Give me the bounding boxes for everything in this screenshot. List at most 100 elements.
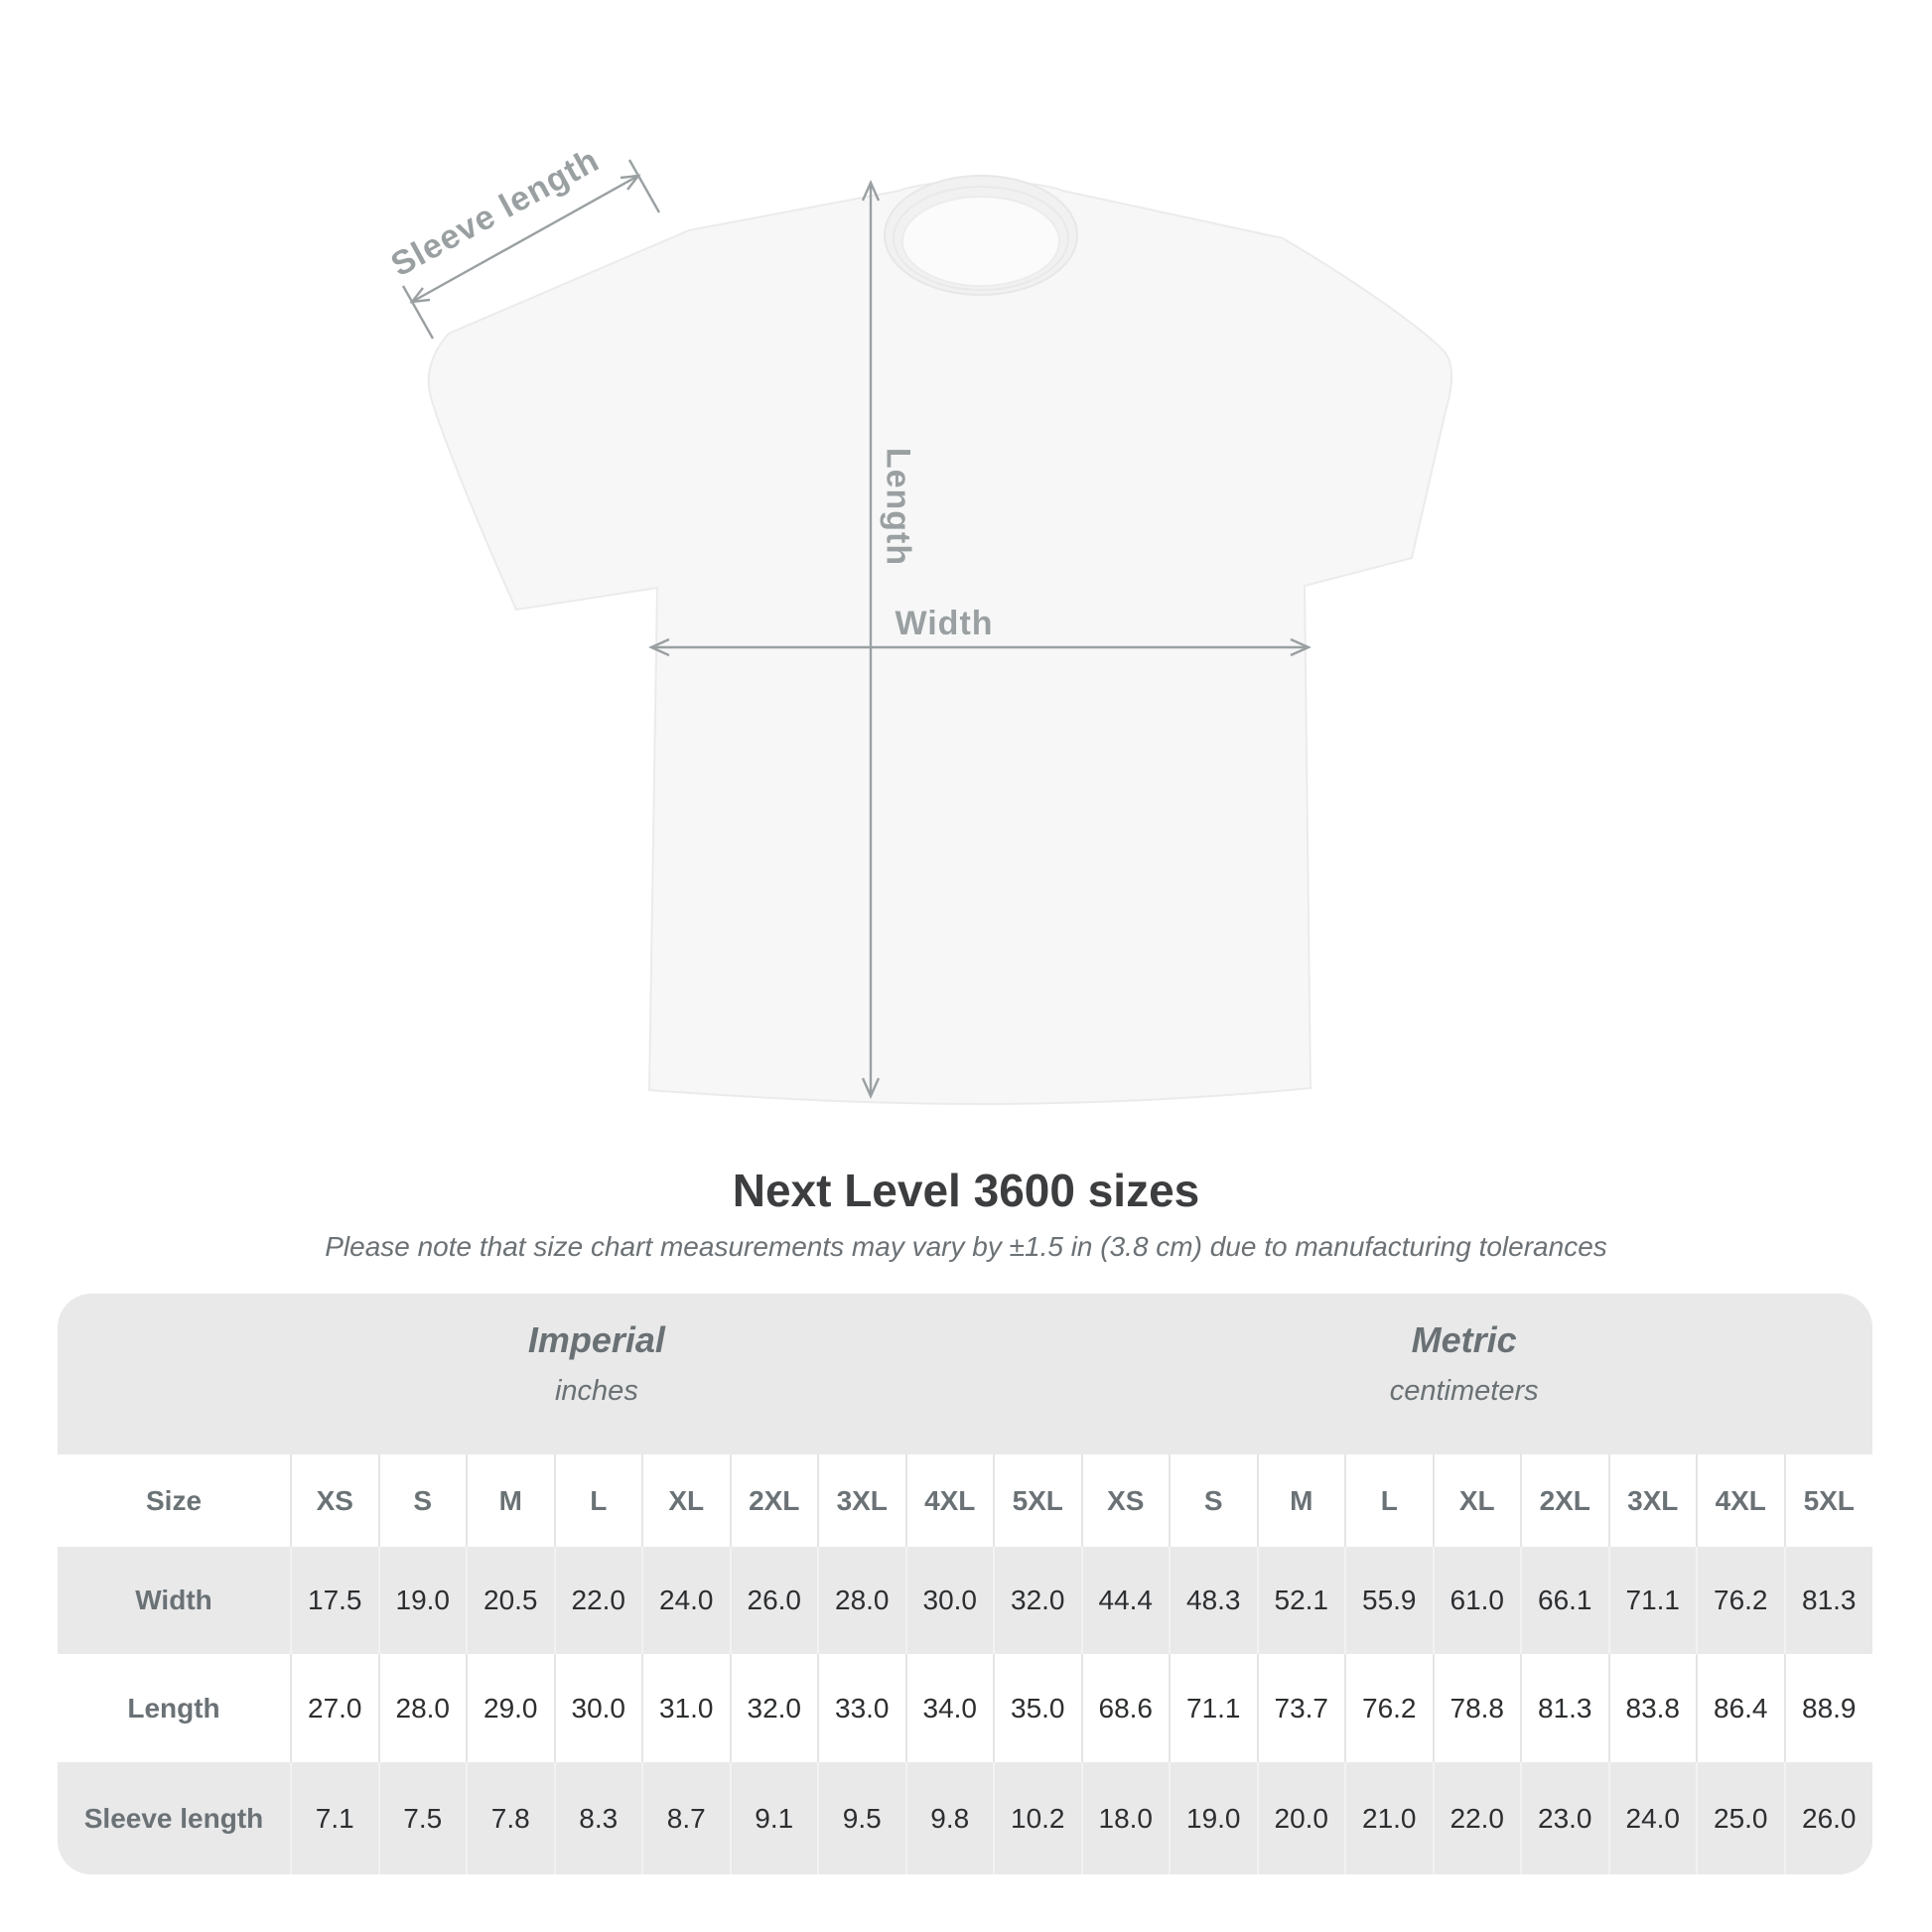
sleeve-3xl-cm: 24.0 — [1607, 1762, 1697, 1874]
sleeve-2xl-cm: 23.0 — [1520, 1762, 1609, 1874]
imperial-unit-label: inches — [554, 1375, 638, 1407]
length-xs-in: 27.0 — [290, 1654, 379, 1762]
width-xl-cm: 61.0 — [1432, 1547, 1521, 1654]
length-arrow — [861, 180, 881, 1099]
size-m-metric: M — [1256, 1454, 1345, 1547]
width-label: Width — [895, 605, 994, 642]
size-3xl-metric: 3XL — [1607, 1454, 1697, 1547]
size-column-header: Size — [145, 1484, 203, 1516]
size-3xl-imperial: 3XL — [817, 1454, 906, 1547]
width-4xl-in: 30.0 — [904, 1547, 994, 1654]
sleeve-xs-in: 7.1 — [290, 1762, 379, 1874]
sleeve-m-cm: 20.0 — [1256, 1762, 1345, 1874]
collar-band-seam — [893, 186, 1069, 291]
length-2xl-cm: 81.3 — [1520, 1654, 1609, 1762]
size-4xl-imperial: 4XL — [904, 1454, 994, 1547]
sleeve-length-row: Sleeve length 7.1 7.5 7.8 8.3 8.7 9.1 9.… — [58, 1762, 1872, 1874]
size-table-card: Imperial inches Metric centimeters Size … — [58, 1294, 1872, 1874]
length-4xl-in: 34.0 — [904, 1654, 994, 1762]
sleeve-m-in: 7.8 — [466, 1762, 555, 1874]
size-2xl-imperial: 2XL — [729, 1454, 818, 1547]
page-title: Next Level 3600 sizes — [732, 1165, 1200, 1216]
tolerance-note: Please note that size chart measurements… — [325, 1231, 1607, 1262]
sleeve-length-arrow — [401, 159, 661, 340]
length-s-in: 28.0 — [377, 1654, 467, 1762]
width-xs-cm: 44.4 — [1080, 1547, 1170, 1654]
size-xs-imperial: XS — [290, 1454, 379, 1547]
size-m-imperial: M — [466, 1454, 555, 1547]
width-l-cm: 55.9 — [1344, 1547, 1434, 1654]
width-row-label: Width — [135, 1585, 212, 1615]
length-l-in: 30.0 — [553, 1654, 642, 1762]
sleeve-xl-in: 8.7 — [641, 1762, 731, 1874]
sleeve-4xl-cm: 25.0 — [1696, 1762, 1785, 1874]
length-5xl-cm: 88.9 — [1783, 1654, 1872, 1762]
width-3xl-cm: 71.1 — [1607, 1547, 1697, 1654]
size-l-metric: L — [1344, 1454, 1434, 1547]
length-3xl-in: 33.0 — [817, 1654, 906, 1762]
size-2xl-metric: 2XL — [1520, 1454, 1609, 1547]
metric-unit-label: centimeters — [1389, 1375, 1539, 1407]
width-row: Width 17.5 19.0 20.5 22.0 24.0 26.0 28.0… — [58, 1547, 1872, 1654]
size-5xl-metric: 5XL — [1783, 1454, 1872, 1547]
length-m-cm: 73.7 — [1256, 1654, 1345, 1762]
width-xl-in: 24.0 — [641, 1547, 731, 1654]
width-arrow — [648, 637, 1311, 657]
length-l-cm: 76.2 — [1344, 1654, 1434, 1762]
length-xl-cm: 78.8 — [1432, 1654, 1521, 1762]
sleeve-xs-cm: 18.0 — [1080, 1762, 1170, 1874]
length-4xl-cm: 86.4 — [1696, 1654, 1785, 1762]
length-3xl-cm: 83.8 — [1607, 1654, 1697, 1762]
width-5xl-in: 32.0 — [993, 1547, 1082, 1654]
width-xs-in: 17.5 — [290, 1547, 379, 1654]
size-s-imperial: S — [377, 1454, 467, 1547]
sleeve-3xl-in: 9.5 — [817, 1762, 906, 1874]
tshirt-body — [427, 180, 1452, 1106]
sleeve-l-cm: 21.0 — [1344, 1762, 1434, 1874]
length-5xl-in: 35.0 — [993, 1654, 1082, 1762]
length-xs-cm: 68.6 — [1080, 1654, 1170, 1762]
length-xl-in: 31.0 — [641, 1654, 731, 1762]
length-row: Length 27.0 28.0 29.0 30.0 31.0 32.0 33.… — [58, 1654, 1872, 1762]
width-5xl-cm: 81.3 — [1783, 1547, 1872, 1654]
unit-header: Imperial inches Metric centimeters — [58, 1294, 1872, 1454]
size-s-metric: S — [1169, 1454, 1258, 1547]
tshirt-illustration — [401, 159, 1452, 1106]
length-s-cm: 71.1 — [1169, 1654, 1258, 1762]
sleeve-row-label: Sleeve length — [83, 1802, 264, 1834]
size-5xl-imperial: 5XL — [993, 1454, 1082, 1547]
sleeve-2xl-in: 9.1 — [729, 1762, 818, 1874]
width-s-in: 19.0 — [377, 1547, 467, 1654]
size-xl-imperial: XL — [641, 1454, 731, 1547]
length-2xl-in: 32.0 — [729, 1654, 818, 1762]
size-table: Size XS S M L XL 2XL 3XL 4XL 5XL XS S M … — [58, 1454, 1872, 1874]
metric-unit-group: Metric centimeters — [1390, 1319, 1539, 1408]
width-m-in: 20.5 — [466, 1547, 555, 1654]
width-l-in: 22.0 — [553, 1547, 642, 1654]
width-4xl-cm: 76.2 — [1696, 1547, 1785, 1654]
width-2xl-in: 26.0 — [729, 1547, 818, 1654]
tshirt-size-diagram: Sleeve length Length Width — [385, 141, 1452, 1106]
collar-opening — [901, 196, 1060, 287]
length-label: Length — [879, 447, 917, 567]
size-xs-metric: XS — [1080, 1454, 1170, 1547]
sleeve-5xl-cm: 26.0 — [1783, 1762, 1872, 1874]
size-4xl-metric: 4XL — [1696, 1454, 1785, 1547]
size-l-imperial: L — [553, 1454, 642, 1547]
sleeve-5xl-in: 10.2 — [993, 1762, 1082, 1874]
sleeve-xl-cm: 22.0 — [1432, 1762, 1521, 1874]
length-row-label: Length — [127, 1692, 220, 1724]
size-header-row: Size XS S M L XL 2XL 3XL 4XL 5XL XS S M … — [58, 1454, 1872, 1547]
imperial-heading: Imperial — [527, 1319, 665, 1360]
size-xl-metric: XL — [1432, 1454, 1521, 1547]
sleeve-l-in: 8.3 — [553, 1762, 642, 1874]
sleeve-s-cm: 19.0 — [1169, 1762, 1258, 1874]
length-m-in: 29.0 — [466, 1654, 555, 1762]
width-m-cm: 52.1 — [1256, 1547, 1345, 1654]
sleeve-4xl-in: 9.8 — [904, 1762, 994, 1874]
sleeve-s-in: 7.5 — [377, 1762, 467, 1874]
width-s-cm: 48.3 — [1169, 1547, 1258, 1654]
imperial-unit-group: Imperial inches — [528, 1319, 665, 1408]
width-2xl-cm: 66.1 — [1520, 1547, 1609, 1654]
width-3xl-in: 28.0 — [817, 1547, 906, 1654]
